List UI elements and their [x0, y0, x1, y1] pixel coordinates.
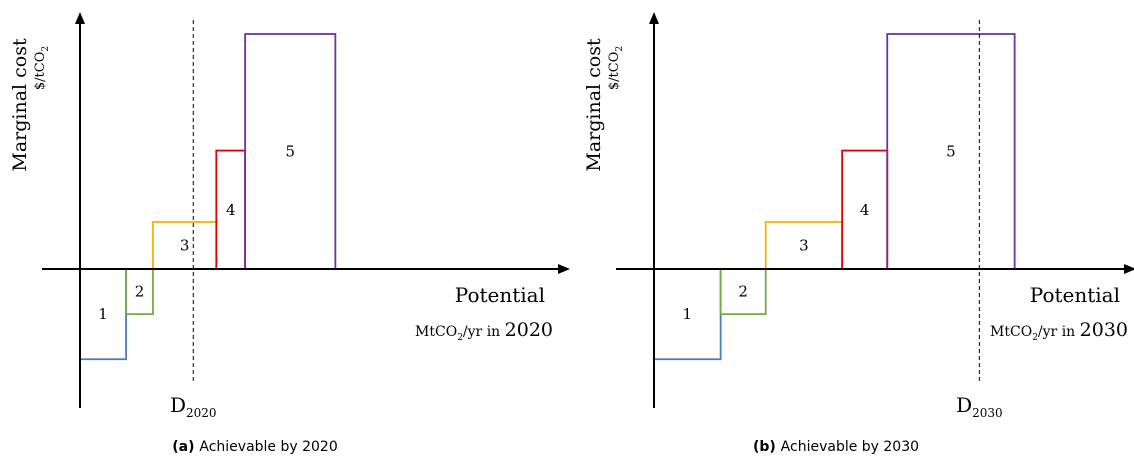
y-axis-unit: $/tCO2 [607, 46, 625, 90]
x-axis-arrow [1124, 264, 1134, 274]
x-axis-label: Potential [455, 283, 545, 307]
bar-label-2: 2 [135, 283, 145, 301]
y-axis-unit: $/tCO2 [33, 46, 51, 90]
bar-label-5: 5 [285, 143, 295, 161]
demand-label: D2020 [170, 393, 217, 420]
y-axis-label: Marginal cost [583, 38, 605, 172]
y-axis-arrow [649, 12, 659, 24]
y-axis-unit-main: $/tCO [33, 52, 48, 90]
x-axis-unit-year: 2020 [505, 319, 553, 341]
bar-label-4: 4 [226, 201, 236, 219]
caption-label: (a) [172, 439, 199, 455]
x-axis-unit-sub: 2 [1032, 333, 1038, 343]
caption: (a) Achievable by 2020 [172, 439, 337, 455]
demand-label-sub: 2020 [186, 406, 217, 420]
y-axis-unit-sub: 2 [41, 46, 51, 52]
demand-label-sub: 2030 [972, 406, 1003, 420]
bar-label-1: 1 [98, 305, 108, 323]
y-axis-arrow [75, 12, 85, 24]
x-axis-unit: MtCO2/yr in 2020 [415, 319, 553, 343]
x-axis-unit: MtCO2/yr in 2030 [990, 319, 1128, 343]
caption-text: Achievable by 2030 [781, 439, 919, 455]
y-axis-unit-sub: 2 [615, 46, 625, 52]
bar-label-2: 2 [738, 283, 748, 301]
demand-label: D2030 [956, 393, 1003, 420]
x-axis-arrow [558, 264, 570, 274]
demand-label-main: D [170, 393, 186, 417]
x-axis-unit-sub: 2 [457, 333, 463, 343]
x-axis-unit-year: 2030 [1080, 319, 1128, 341]
y-axis-label: Marginal cost [9, 38, 31, 172]
bar-label-1: 1 [683, 305, 693, 323]
bar-label-4: 4 [860, 201, 870, 219]
bar-label-3: 3 [799, 237, 809, 255]
x-axis-label: Potential [1030, 283, 1120, 307]
caption-text: Achievable by 2020 [199, 439, 337, 455]
x-axis-unit-pre: MtCO [990, 324, 1032, 340]
bar-label-3: 3 [180, 237, 190, 255]
x-axis-unit-post: /yr in [1038, 324, 1080, 340]
caption-label: (b) [753, 439, 781, 455]
bar-label-5: 5 [946, 143, 956, 161]
caption: (b) Achievable by 2030 [753, 439, 919, 455]
demand-label-main: D [956, 393, 972, 417]
x-axis-unit-pre: MtCO [415, 324, 457, 340]
x-axis-unit-post: /yr in [463, 324, 505, 340]
y-axis-unit-main: $/tCO [607, 52, 622, 90]
